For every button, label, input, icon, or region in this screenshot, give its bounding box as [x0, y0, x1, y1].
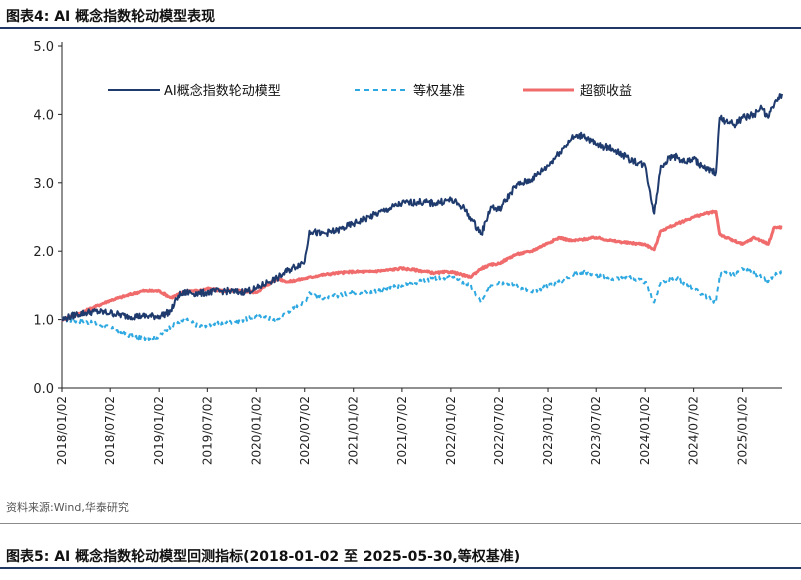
x-tick-label: 2021/07/02 — [395, 396, 409, 465]
line-chart: 0.0 1.0 2.0 3.0 4.0 5.0 2018/01/02 2018/07/02 20… — [33, 40, 783, 465]
legend-item-model: AI概念指数轮动模型 — [108, 83, 281, 99]
x-tick-label: 2022/01/02 — [444, 396, 458, 465]
x-tick-label: 2019/07/02 — [200, 396, 214, 465]
x-tick-label: 2023/07/02 — [589, 396, 603, 465]
y-tick-label: 3.0 — [33, 177, 54, 192]
series-line-excess — [61, 209, 783, 322]
x-tick-label: 2019/01/02 — [152, 396, 166, 465]
y-tick-label: 0.0 — [33, 382, 54, 397]
y-tick-label: 5.0 — [33, 40, 54, 55]
figure-title-text: AI 概念指数轮动模型表现 — [54, 9, 216, 25]
series-line-benchmark — [61, 266, 783, 342]
x-tick-label: 2020/07/02 — [298, 396, 312, 465]
y-tick-label: 1.0 — [33, 314, 54, 329]
figure-title: 图表4: AI 概念指数轮动模型表现 — [6, 6, 215, 26]
figure-label: 图表4: — [6, 9, 50, 25]
x-tick-label: 2021/01/02 — [347, 396, 361, 465]
legend-item-excess: 超额收益 — [523, 84, 632, 99]
source-note: 资料来源:Wind,华泰研究 — [6, 501, 129, 514]
x-tick-label: 2018/07/02 — [103, 396, 117, 465]
chart-axes: 0.0 1.0 2.0 3.0 4.0 5.0 2018/01/02 2018/07/02 20… — [33, 40, 782, 465]
x-tick-label: 2022/07/02 — [492, 396, 506, 465]
legend-label: AI概念指数轮动模型 — [164, 83, 281, 99]
x-tick-label: 2020/01/02 — [249, 396, 263, 465]
next-figure-title: 图表5: AI 概念指数轮动模型回测指标(2018-01-02 至 2025-0… — [6, 546, 520, 566]
y-tick-label: 2.0 — [33, 245, 54, 260]
bottom-rule — [0, 567, 801, 569]
next-figure-label: 图表5: — [6, 549, 50, 565]
legend-label: 等权基准 — [413, 83, 465, 99]
legend-label: 超额收益 — [580, 84, 632, 99]
x-tick-label: 2024/01/02 — [638, 396, 652, 465]
top-rule — [0, 27, 801, 29]
next-figure-title-text: AI 概念指数轮动模型回测指标(2018-01-02 至 2025-05-30,… — [54, 549, 521, 565]
y-tick-label: 4.0 — [33, 108, 54, 123]
x-tick-label: 2024/07/02 — [687, 396, 701, 465]
x-tick-label: 2023/01/02 — [541, 396, 555, 465]
separator-rule — [0, 523, 801, 524]
chart-legend: AI概念指数轮动模型 等权基准 超额收益 — [108, 83, 632, 99]
series-layer — [61, 93, 783, 342]
legend-item-benchmark: 等权基准 — [355, 83, 465, 99]
x-tick-label: 2018/01/02 — [55, 396, 69, 465]
x-tick-label: 2025/01/02 — [736, 396, 750, 465]
series-line-model — [61, 93, 783, 322]
